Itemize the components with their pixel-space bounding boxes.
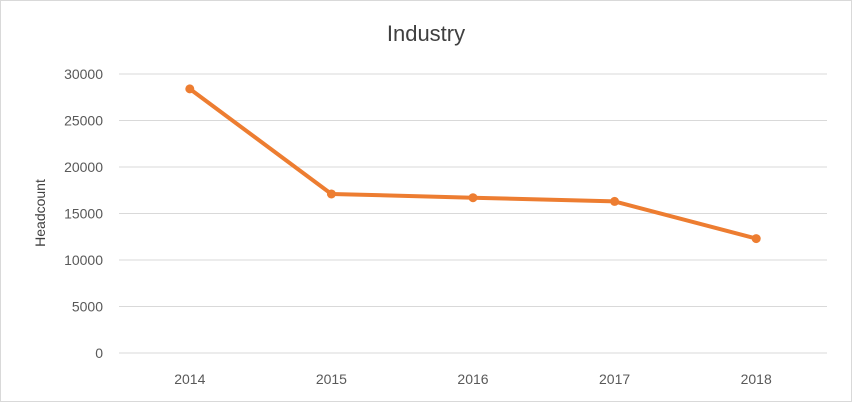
y-axis-label: Headcount bbox=[32, 179, 48, 247]
x-tick-label: 2014 bbox=[174, 371, 205, 387]
data-point-2014 bbox=[185, 84, 195, 94]
data-point-2017 bbox=[610, 196, 620, 206]
series-group bbox=[185, 84, 761, 244]
x-tick-label: 2016 bbox=[457, 371, 488, 387]
data-point-2015 bbox=[326, 189, 336, 199]
chart-title: Industry bbox=[387, 21, 465, 46]
data-point-2016 bbox=[468, 193, 478, 203]
series-line bbox=[187, 86, 759, 241]
y-axis-ticks: 0 5000 10000 15000 20000 25000 30000 bbox=[64, 66, 103, 361]
gridlines bbox=[119, 73, 827, 354]
y-tick-label: 15000 bbox=[64, 206, 103, 222]
y-tick-label: 5000 bbox=[72, 299, 103, 315]
y-tick-label: 30000 bbox=[64, 66, 103, 82]
x-axis-ticks: 2014 2015 2016 2017 2018 bbox=[174, 371, 772, 387]
y-tick-label: 0 bbox=[95, 345, 103, 361]
x-tick-label: 2018 bbox=[741, 371, 772, 387]
data-point-2018 bbox=[751, 234, 761, 244]
x-tick-label: 2015 bbox=[316, 371, 347, 387]
y-tick-label: 20000 bbox=[64, 159, 103, 175]
y-tick-label: 10000 bbox=[64, 252, 103, 268]
x-tick-label: 2017 bbox=[599, 371, 630, 387]
y-tick-label: 25000 bbox=[64, 113, 103, 129]
